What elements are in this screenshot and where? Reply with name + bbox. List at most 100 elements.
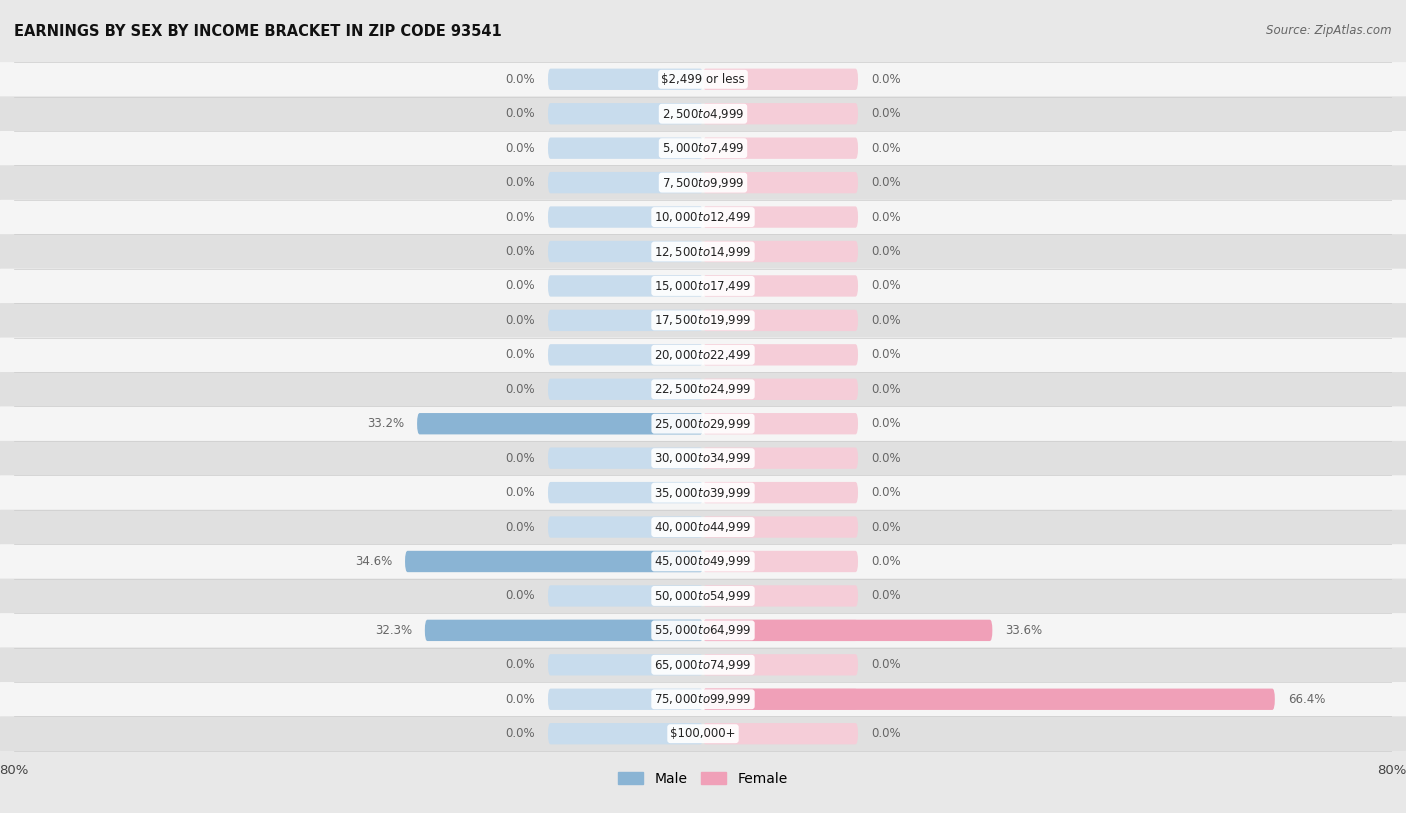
Text: 0.0%: 0.0% bbox=[870, 727, 901, 740]
FancyBboxPatch shape bbox=[703, 344, 858, 366]
Text: 0.0%: 0.0% bbox=[870, 486, 901, 499]
Text: 33.2%: 33.2% bbox=[367, 417, 404, 430]
Text: $5,000 to $7,499: $5,000 to $7,499 bbox=[662, 141, 744, 155]
Text: 0.0%: 0.0% bbox=[870, 107, 901, 120]
Text: 0.0%: 0.0% bbox=[505, 245, 536, 258]
Text: 0.0%: 0.0% bbox=[505, 659, 536, 672]
FancyBboxPatch shape bbox=[0, 716, 1406, 751]
FancyBboxPatch shape bbox=[548, 344, 703, 366]
Text: 0.0%: 0.0% bbox=[505, 211, 536, 224]
Text: 34.6%: 34.6% bbox=[354, 555, 392, 568]
Text: $15,000 to $17,499: $15,000 to $17,499 bbox=[654, 279, 752, 293]
FancyBboxPatch shape bbox=[703, 137, 858, 159]
FancyBboxPatch shape bbox=[703, 172, 858, 193]
Text: 0.0%: 0.0% bbox=[505, 589, 536, 602]
FancyBboxPatch shape bbox=[548, 551, 703, 572]
Text: 0.0%: 0.0% bbox=[505, 452, 536, 465]
Text: $7,500 to $9,999: $7,500 to $9,999 bbox=[662, 176, 744, 189]
Text: 0.0%: 0.0% bbox=[870, 314, 901, 327]
Text: $75,000 to $99,999: $75,000 to $99,999 bbox=[654, 692, 752, 706]
FancyBboxPatch shape bbox=[0, 337, 1406, 372]
Text: $10,000 to $12,499: $10,000 to $12,499 bbox=[654, 210, 752, 224]
FancyBboxPatch shape bbox=[548, 482, 703, 503]
Text: 0.0%: 0.0% bbox=[870, 520, 901, 533]
FancyBboxPatch shape bbox=[425, 620, 703, 641]
Text: 0.0%: 0.0% bbox=[870, 245, 901, 258]
Text: $100,000+: $100,000+ bbox=[671, 727, 735, 740]
Text: 0.0%: 0.0% bbox=[870, 659, 901, 672]
FancyBboxPatch shape bbox=[0, 613, 1406, 648]
FancyBboxPatch shape bbox=[0, 165, 1406, 200]
FancyBboxPatch shape bbox=[548, 379, 703, 400]
FancyBboxPatch shape bbox=[0, 97, 1406, 131]
FancyBboxPatch shape bbox=[0, 372, 1406, 406]
FancyBboxPatch shape bbox=[548, 620, 703, 641]
Text: 0.0%: 0.0% bbox=[870, 555, 901, 568]
Text: $40,000 to $44,999: $40,000 to $44,999 bbox=[654, 520, 752, 534]
Text: $17,500 to $19,999: $17,500 to $19,999 bbox=[654, 313, 752, 328]
Text: 0.0%: 0.0% bbox=[505, 693, 536, 706]
Text: 0.0%: 0.0% bbox=[505, 520, 536, 533]
Text: 0.0%: 0.0% bbox=[505, 280, 536, 293]
Text: 0.0%: 0.0% bbox=[870, 348, 901, 361]
Text: 33.6%: 33.6% bbox=[1005, 624, 1042, 637]
Text: 0.0%: 0.0% bbox=[870, 280, 901, 293]
FancyBboxPatch shape bbox=[0, 269, 1406, 303]
FancyBboxPatch shape bbox=[703, 551, 858, 572]
FancyBboxPatch shape bbox=[703, 68, 858, 90]
FancyBboxPatch shape bbox=[548, 172, 703, 193]
FancyBboxPatch shape bbox=[0, 200, 1406, 234]
Text: 66.4%: 66.4% bbox=[1288, 693, 1324, 706]
FancyBboxPatch shape bbox=[548, 689, 703, 710]
Text: $55,000 to $64,999: $55,000 to $64,999 bbox=[654, 624, 752, 637]
FancyBboxPatch shape bbox=[703, 620, 858, 641]
FancyBboxPatch shape bbox=[0, 579, 1406, 613]
Text: 0.0%: 0.0% bbox=[870, 452, 901, 465]
Text: 0.0%: 0.0% bbox=[505, 141, 536, 154]
Text: 0.0%: 0.0% bbox=[870, 176, 901, 189]
FancyBboxPatch shape bbox=[548, 276, 703, 297]
Text: $2,500 to $4,999: $2,500 to $4,999 bbox=[662, 107, 744, 121]
Text: 0.0%: 0.0% bbox=[505, 383, 536, 396]
FancyBboxPatch shape bbox=[703, 723, 858, 745]
FancyBboxPatch shape bbox=[0, 234, 1406, 269]
Text: 32.3%: 32.3% bbox=[375, 624, 412, 637]
Text: 0.0%: 0.0% bbox=[505, 348, 536, 361]
FancyBboxPatch shape bbox=[703, 310, 858, 331]
Text: 0.0%: 0.0% bbox=[505, 486, 536, 499]
Text: 0.0%: 0.0% bbox=[505, 176, 536, 189]
Legend: Male, Female: Male, Female bbox=[613, 766, 793, 791]
Text: $30,000 to $34,999: $30,000 to $34,999 bbox=[654, 451, 752, 465]
FancyBboxPatch shape bbox=[703, 689, 1275, 710]
Text: 0.0%: 0.0% bbox=[505, 314, 536, 327]
Text: $20,000 to $22,499: $20,000 to $22,499 bbox=[654, 348, 752, 362]
Text: 0.0%: 0.0% bbox=[870, 589, 901, 602]
FancyBboxPatch shape bbox=[548, 413, 703, 434]
Text: Source: ZipAtlas.com: Source: ZipAtlas.com bbox=[1267, 24, 1392, 37]
Text: 0.0%: 0.0% bbox=[870, 383, 901, 396]
FancyBboxPatch shape bbox=[703, 482, 858, 503]
FancyBboxPatch shape bbox=[548, 207, 703, 228]
FancyBboxPatch shape bbox=[703, 585, 858, 606]
FancyBboxPatch shape bbox=[548, 241, 703, 262]
FancyBboxPatch shape bbox=[0, 406, 1406, 441]
Text: $45,000 to $49,999: $45,000 to $49,999 bbox=[654, 554, 752, 568]
FancyBboxPatch shape bbox=[0, 510, 1406, 544]
FancyBboxPatch shape bbox=[548, 723, 703, 745]
FancyBboxPatch shape bbox=[548, 516, 703, 537]
FancyBboxPatch shape bbox=[0, 303, 1406, 337]
Text: $50,000 to $54,999: $50,000 to $54,999 bbox=[654, 589, 752, 603]
FancyBboxPatch shape bbox=[703, 516, 858, 537]
FancyBboxPatch shape bbox=[703, 413, 858, 434]
Text: $22,500 to $24,999: $22,500 to $24,999 bbox=[654, 382, 752, 396]
FancyBboxPatch shape bbox=[703, 654, 858, 676]
FancyBboxPatch shape bbox=[405, 551, 703, 572]
FancyBboxPatch shape bbox=[0, 131, 1406, 165]
Text: EARNINGS BY SEX BY INCOME BRACKET IN ZIP CODE 93541: EARNINGS BY SEX BY INCOME BRACKET IN ZIP… bbox=[14, 24, 502, 39]
Text: $35,000 to $39,999: $35,000 to $39,999 bbox=[654, 485, 752, 500]
Text: 0.0%: 0.0% bbox=[505, 727, 536, 740]
Text: 0.0%: 0.0% bbox=[505, 73, 536, 86]
FancyBboxPatch shape bbox=[0, 441, 1406, 476]
FancyBboxPatch shape bbox=[548, 310, 703, 331]
Text: 0.0%: 0.0% bbox=[870, 141, 901, 154]
